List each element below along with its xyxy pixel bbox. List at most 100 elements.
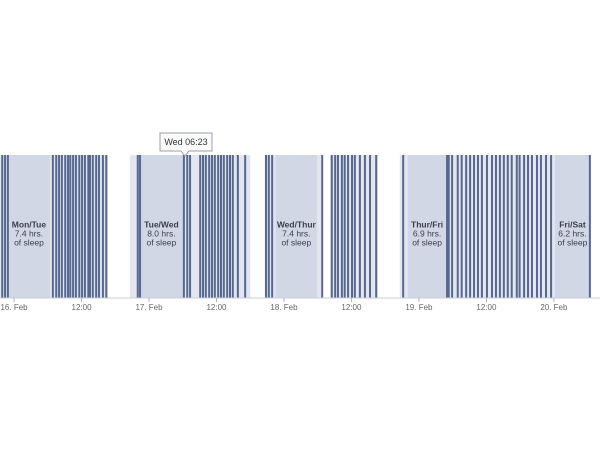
- activity-stripe: [336, 155, 339, 298]
- activity-stripe: [201, 155, 204, 298]
- activity-stripe: [353, 155, 356, 298]
- x-tick-label: 19. Feb: [405, 303, 433, 312]
- activity-stripe: [375, 155, 378, 298]
- activity-stripe: [358, 155, 361, 298]
- sleep-period: [275, 155, 318, 298]
- x-tick-label: 20. Feb: [540, 303, 568, 312]
- sleep-hours: 7.4 hrs.: [15, 228, 43, 238]
- activity-stripe: [530, 155, 533, 298]
- activity-stripe: [69, 155, 72, 298]
- sleep-label: Wed/Thur: [277, 219, 317, 229]
- x-tick-label: 12:00: [206, 303, 227, 312]
- activity-stripe: [502, 155, 505, 298]
- activity-stripe: [271, 155, 274, 298]
- sleep-hours: 8.0 hrs.: [147, 228, 175, 238]
- activity-stripe: [363, 155, 366, 298]
- activity-stripe: [88, 155, 91, 298]
- sleep-label: Tue/Wed: [144, 219, 179, 229]
- activity-stripe: [67, 155, 70, 298]
- activity-stripe: [95, 155, 98, 298]
- activity-stripe: [498, 155, 501, 298]
- activity-stripe: [494, 155, 497, 298]
- activity-stripe: [87, 155, 90, 298]
- sleep-note: of sleep: [146, 237, 176, 247]
- activity-stripe: [210, 155, 213, 298]
- sleep-label: Thur/Fri: [411, 219, 443, 229]
- activity-stripe: [78, 155, 81, 298]
- sleep-note: of sleep: [281, 237, 311, 247]
- activity-stripe: [136, 155, 139, 298]
- activity-stripe: [267, 155, 270, 298]
- activity-stripe: [506, 155, 509, 298]
- activity-stripe: [105, 155, 108, 298]
- activity-stripe: [451, 155, 454, 298]
- activity-stripe: [101, 155, 104, 298]
- activity-stripe: [369, 155, 372, 298]
- sleep-label: Mon/Tue: [12, 219, 47, 229]
- activity-stripe: [264, 155, 267, 298]
- activity-stripe: [343, 155, 346, 298]
- activity-stripe: [518, 155, 521, 298]
- activity-stripe: [222, 155, 225, 298]
- activity-stripe: [480, 155, 483, 298]
- sleep-hours: 6.2 hrs.: [558, 228, 586, 238]
- activity-stripe: [74, 155, 77, 298]
- sleep-note: of sleep: [412, 237, 442, 247]
- sleep-hours: 7.4 hrs.: [282, 228, 310, 238]
- activity-stripe: [588, 155, 591, 298]
- activity-stripe: [208, 155, 211, 298]
- activity-stripe: [217, 155, 220, 298]
- activity-stripe: [446, 155, 449, 298]
- sleep-period: [7, 155, 51, 298]
- activity-stripe: [6, 155, 9, 298]
- activity-stripe: [539, 155, 542, 298]
- activity-stripe: [460, 155, 463, 298]
- tooltip-box: [159, 132, 213, 157]
- activity-stripe: [91, 155, 94, 298]
- activity-stripe: [515, 155, 518, 298]
- sleep-note: of sleep: [558, 237, 588, 247]
- activity-stripe: [510, 155, 513, 298]
- sleep-period: [138, 155, 184, 298]
- activity-stripe: [347, 155, 350, 298]
- activity-stripe: [55, 155, 58, 298]
- activity-stripe: [469, 155, 472, 298]
- sleep-period: [407, 155, 447, 298]
- activity-stripe: [330, 155, 333, 298]
- sleep-note: of sleep: [14, 237, 44, 247]
- activity-stripe: [527, 155, 530, 298]
- activity-stripe: [189, 155, 192, 298]
- sleep-hours: 6.9 hrs.: [413, 228, 441, 238]
- activity-stripe: [340, 155, 343, 298]
- x-tick-label: 18. Feb: [270, 303, 298, 312]
- sleep-label: Fri/Sat: [559, 219, 586, 229]
- activity-stripe: [60, 155, 63, 298]
- activity-stripe: [334, 155, 337, 298]
- activity-stripe: [83, 155, 86, 298]
- activity-stripe: [199, 155, 202, 298]
- activity-stripe: [465, 155, 468, 298]
- activity-stripe: [213, 155, 216, 298]
- activity-stripe: [550, 155, 553, 298]
- activity-stripe: [491, 155, 494, 298]
- activity-stripe: [545, 155, 548, 298]
- x-tick-label: 17. Feb: [135, 303, 163, 312]
- activity-stripe: [473, 155, 476, 298]
- x-tick-label: 16. Feb: [0, 303, 28, 312]
- activity-stripe: [244, 155, 247, 298]
- x-tick-label: 12:00: [72, 303, 93, 312]
- activity-stripe: [231, 155, 234, 298]
- activity-stripe: [228, 155, 231, 298]
- x-tick-label: 12:00: [341, 303, 362, 312]
- activity-stripe: [485, 155, 488, 298]
- activity-stripe: [4, 155, 7, 298]
- activity-stripe: [456, 155, 459, 298]
- activity-stripe: [51, 155, 54, 298]
- activity-stripe: [321, 155, 324, 298]
- activity-stripe: [139, 155, 142, 298]
- activity-stripe: [447, 155, 450, 298]
- activity-stripe: [402, 155, 405, 298]
- activity-stripe: [236, 155, 239, 298]
- activity-stripe: [81, 155, 84, 298]
